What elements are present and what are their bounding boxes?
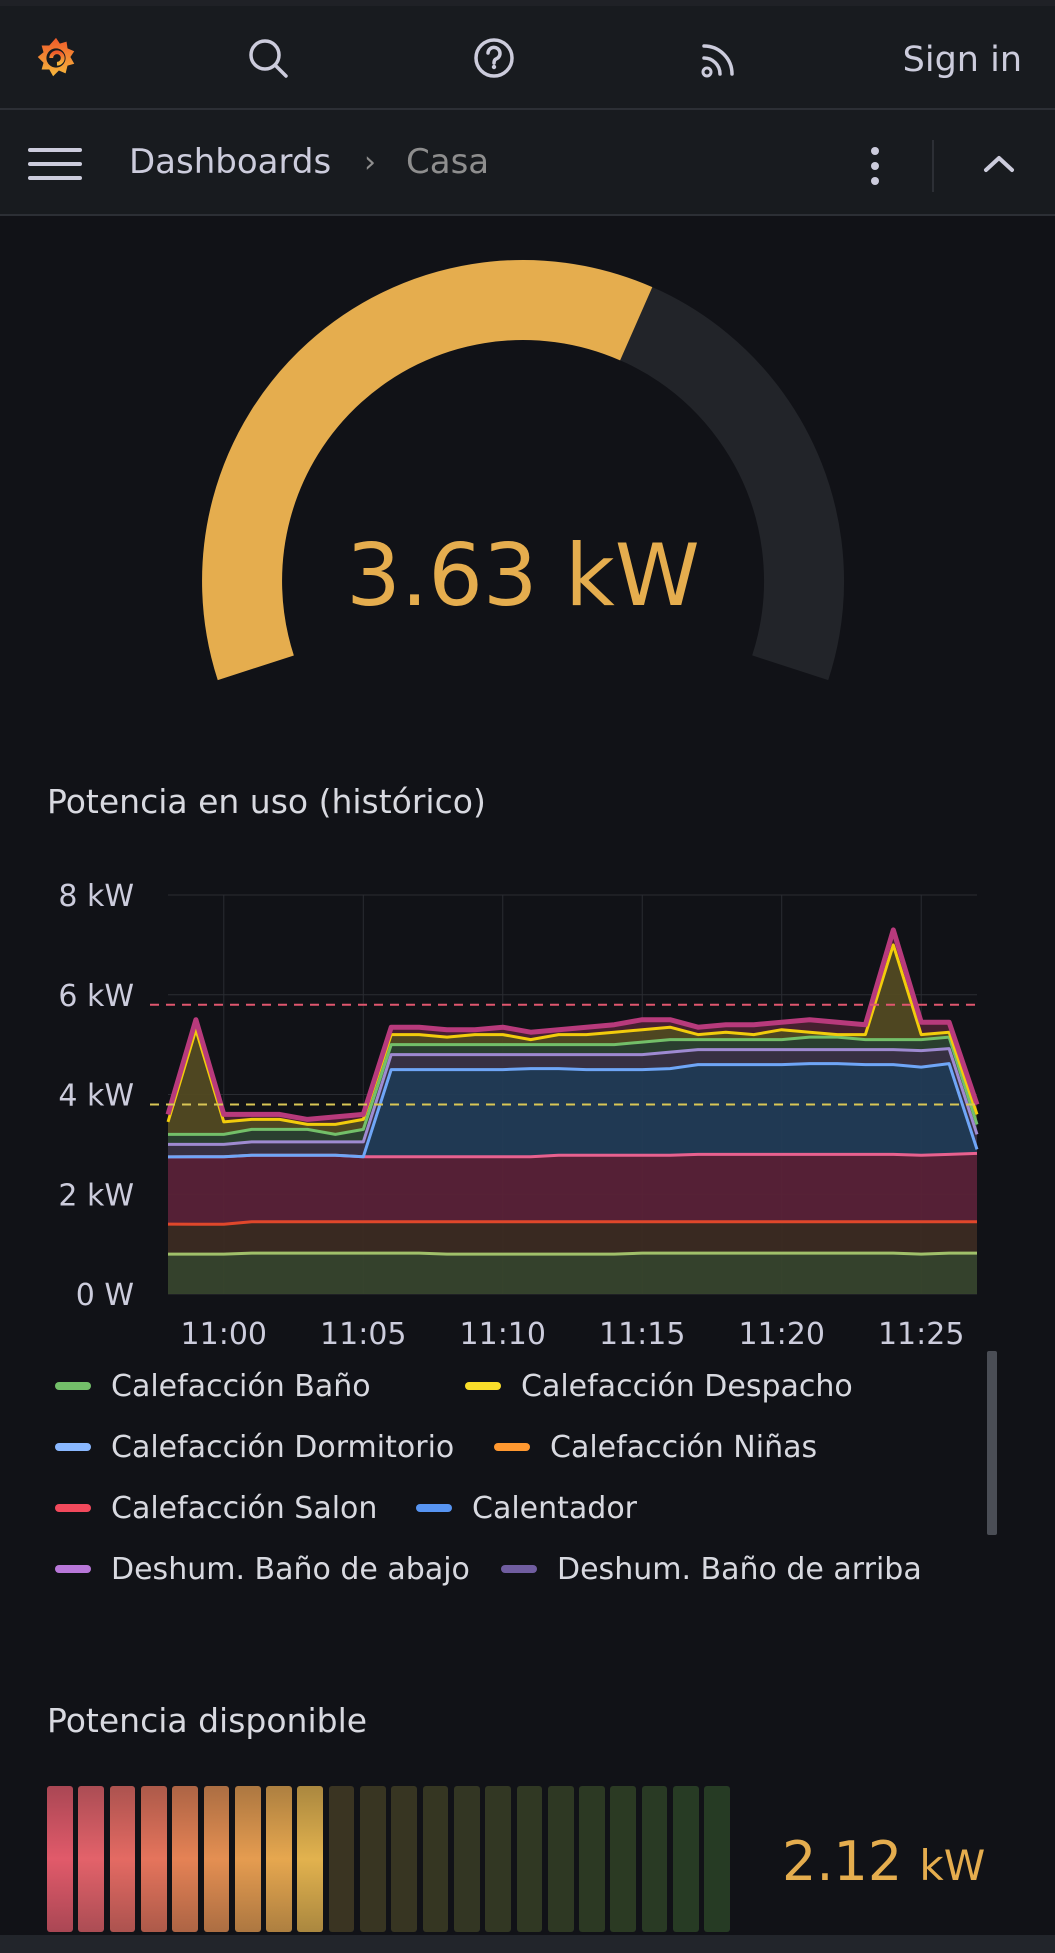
x-tick-label: 11:10 — [460, 1317, 546, 1352]
top-bar: Sign in — [0, 0, 1055, 110]
legend-label: Calefacción Dormitorio — [111, 1429, 455, 1465]
bargauge-segment — [579, 1786, 605, 1932]
series-area — [168, 1221, 977, 1255]
legend-item[interactable]: Calefacción Despacho — [465, 1366, 853, 1406]
legend-item[interactable]: Calentador — [416, 1488, 637, 1528]
series-line — [167, 1047, 979, 1146]
series-area — [168, 1063, 977, 1157]
bargauge-segment — [391, 1786, 418, 1932]
legend-swatch — [465, 1382, 501, 1390]
y-tick-label: 2 kW — [58, 1178, 134, 1213]
x-tick-label: 11:15 — [599, 1317, 685, 1352]
bargauge-unit: kW — [919, 1841, 986, 1890]
gauge-fill — [202, 260, 653, 681]
bargauge-segment — [453, 1786, 480, 1932]
series-line — [167, 1062, 979, 1159]
legend-swatch — [55, 1382, 91, 1390]
bargauge-segment — [704, 1786, 731, 1932]
bottom-edge — [0, 1935, 1055, 1953]
legend-label: Calefacción Despacho — [521, 1368, 853, 1404]
timeseries-panel-title: Potencia en uso (histórico) — [47, 782, 486, 821]
y-tick-label: 0 W — [76, 1278, 134, 1313]
menu-icon[interactable] — [28, 146, 82, 182]
sign-in-link[interactable]: Sign in — [902, 40, 1022, 80]
legend-item[interactable]: Deshum. Baño de arriba — [501, 1549, 922, 1589]
bargauge-segment — [673, 1786, 699, 1932]
bargauge-segment — [140, 1786, 167, 1932]
legend-swatch — [494, 1443, 530, 1451]
legend-swatch — [55, 1443, 91, 1451]
series-area — [168, 1253, 977, 1294]
legend-item[interactable]: Deshum. Baño de abajo — [55, 1549, 470, 1589]
legend-item[interactable]: Calefacción Niñas — [494, 1427, 817, 1467]
series-line — [166, 943, 979, 1126]
available-power-bargauge — [47, 1786, 737, 1932]
breadcrumb-separator: › — [364, 145, 376, 180]
kebab-menu-icon[interactable] — [865, 144, 885, 188]
bargauge-segment — [610, 1786, 637, 1932]
breadcrumb-bar: Dashboards › Casa — [0, 110, 1055, 216]
legend-label: Deshum. Baño de abajo — [111, 1551, 470, 1587]
bargauge-segment — [234, 1786, 261, 1932]
help-icon[interactable] — [470, 34, 518, 82]
x-tick-label: 11:00 — [181, 1317, 267, 1352]
bargauge-segment — [422, 1786, 449, 1932]
series-line — [168, 1035, 979, 1136]
series-line — [165, 927, 980, 1122]
chevron-up-icon[interactable] — [983, 152, 1015, 174]
bargauge-segment — [266, 1786, 292, 1932]
bargauge-segment — [328, 1786, 355, 1932]
legend-label: Calentador — [472, 1490, 638, 1526]
toolbar-divider — [932, 140, 934, 192]
y-tick-label: 4 kW — [58, 1079, 134, 1114]
rss-icon[interactable] — [696, 34, 744, 82]
series-area — [168, 1048, 977, 1157]
bargauge-segment — [641, 1786, 668, 1932]
breadcrumb-current: Casa — [406, 142, 490, 182]
bargauge-number: 2.12 — [782, 1830, 903, 1893]
y-tick-label: 8 kW — [58, 879, 134, 914]
legend-scrollbar[interactable] — [987, 1351, 997, 1535]
x-tick-label: 11:25 — [878, 1317, 964, 1352]
bargauge-segment — [297, 1786, 324, 1932]
legend-label: Deshum. Baño de arriba — [557, 1551, 922, 1587]
bargauge-segment — [172, 1786, 198, 1932]
power-history-chart: 0 W 2 kW 4 kW 6 kW 8 kW 11:00 11:05 11:10 11:15 1… — [58, 879, 980, 1352]
bargauge-panel-title: Potencia disponible — [47, 1701, 368, 1740]
search-icon[interactable] — [244, 34, 292, 82]
bargauge-segment — [47, 1786, 73, 1932]
x-tick-label: 11:20 — [738, 1317, 824, 1352]
bargauge-segment — [360, 1786, 386, 1932]
legend-swatch — [55, 1565, 91, 1573]
legend-label: Calefacción Niñas — [550, 1429, 818, 1465]
y-tick-label: 6 kW — [58, 979, 134, 1014]
gauge-value: 3.63 kW — [346, 526, 700, 626]
legend-item[interactable]: Calefacción Salon — [55, 1488, 377, 1528]
bargauge-value: 2.12 kW — [782, 1830, 985, 1893]
series-area — [168, 1153, 977, 1225]
bargauge-segment — [516, 1786, 543, 1932]
legend-item[interactable]: Calefacción Dormitorio — [55, 1427, 454, 1467]
x-tick-label: 11:05 — [320, 1317, 406, 1352]
power-gauge: 3.63 kW — [202, 259, 844, 681]
legend-label: Calefacción Salon — [111, 1490, 378, 1526]
bargauge-segment — [485, 1786, 511, 1932]
bargauge-segment — [109, 1786, 136, 1932]
breadcrumb-dashboards[interactable]: Dashboards — [129, 142, 332, 182]
grafana-logo-icon[interactable] — [32, 34, 80, 82]
legend-swatch — [501, 1565, 537, 1573]
series-area — [168, 944, 977, 1135]
bargauge-segment — [203, 1786, 230, 1932]
series-line — [168, 1251, 977, 1256]
legend-item[interactable]: Calefacción Baño — [55, 1366, 371, 1406]
legend-swatch — [55, 1504, 91, 1512]
legend-label: Calefacción Baño — [111, 1368, 371, 1404]
legend-swatch — [416, 1504, 452, 1512]
bargauge-segment — [78, 1786, 105, 1932]
bargauge-segment — [547, 1786, 574, 1932]
series-line — [167, 1220, 977, 1226]
